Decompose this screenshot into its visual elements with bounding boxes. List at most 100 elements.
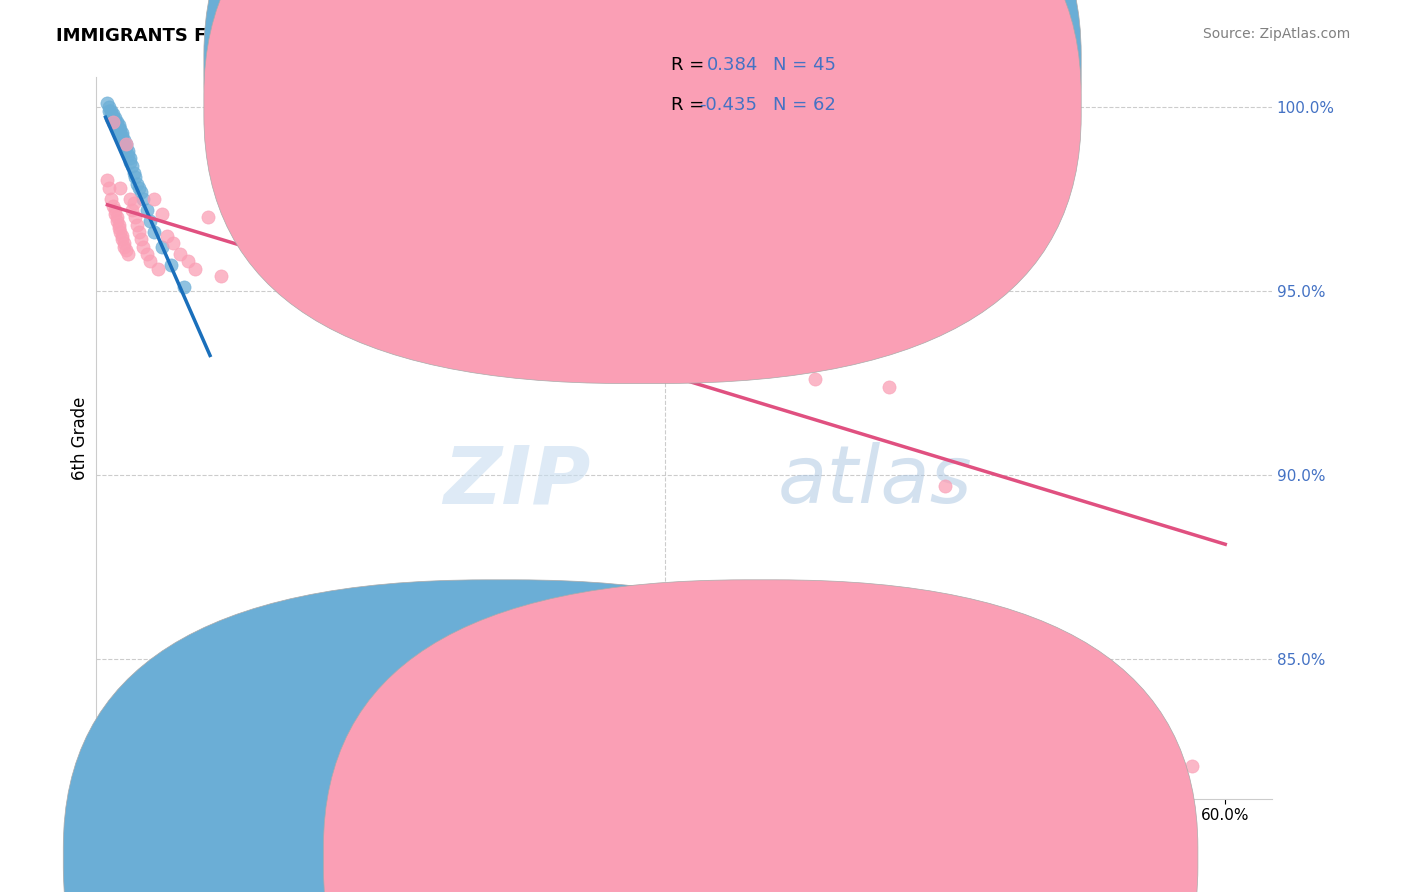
Point (127, 218, 149, 232)
Point (143, 192, 166, 206)
Point (101, 114, 124, 128)
Point (101, 107, 124, 121)
Point (803, 372, 825, 386)
Point (122, 195, 145, 210)
Point (184, 261, 207, 276)
Point (156, 228, 179, 243)
Point (112, 235, 135, 250)
Point (96, 96, 118, 111)
Text: N = 62: N = 62 (773, 96, 837, 114)
Point (117, 144, 139, 158)
Point (101, 199, 124, 213)
Point (111, 228, 134, 243)
Point (105, 118, 128, 132)
Point (112, 240, 135, 254)
Text: Ecuadorians: Ecuadorians (785, 847, 886, 865)
Point (98, 181, 121, 195)
Point (112, 133, 135, 147)
Point (118, 152, 141, 166)
Point (101, 111, 124, 125)
Point (337, 265, 360, 279)
Point (150, 206, 173, 220)
Point (98, 103, 121, 118)
Point (105, 122, 128, 136)
Point (118, 155, 141, 169)
Point (100, 111, 122, 125)
Point (160, 258, 183, 272)
Point (115, 244, 138, 258)
Point (115, 140, 138, 154)
Point (128, 225, 150, 239)
Point (710, 332, 733, 346)
Y-axis label: 6th Grade: 6th Grade (72, 396, 89, 480)
Point (107, 126, 129, 140)
Point (162, 235, 184, 250)
Point (654, 358, 676, 372)
Text: -0.435: -0.435 (699, 96, 756, 114)
Point (129, 232, 152, 246)
Point (486, 294, 509, 309)
Point (104, 114, 127, 128)
Text: atlas: atlas (778, 442, 973, 520)
Point (96, 173, 118, 187)
Point (104, 118, 127, 132)
Point (100, 107, 122, 121)
Point (112, 136, 135, 151)
Point (225, 221, 247, 235)
Point (115, 136, 138, 151)
Text: N = 45: N = 45 (773, 56, 837, 74)
Point (309, 181, 332, 195)
Point (263, 235, 285, 250)
Point (110, 129, 132, 144)
Point (117, 247, 139, 261)
Point (100, 192, 122, 206)
Point (728, 365, 751, 379)
Point (107, 122, 129, 136)
Point (146, 261, 169, 276)
Point (523, 302, 546, 317)
Point (101, 114, 124, 128)
Point (173, 280, 195, 294)
Point (135, 202, 157, 217)
Point (124, 169, 146, 184)
Point (132, 192, 155, 206)
Text: R =: R = (671, 96, 710, 114)
Point (104, 206, 127, 220)
Point (110, 181, 132, 195)
Point (209, 269, 232, 284)
Point (122, 166, 145, 180)
Point (107, 118, 129, 132)
Point (561, 310, 583, 324)
Point (1181, 758, 1204, 772)
Point (118, 192, 141, 206)
Text: ZIP: ZIP (443, 442, 591, 520)
Point (243, 228, 266, 243)
Point (121, 202, 143, 217)
Point (197, 211, 219, 225)
Point (111, 126, 134, 140)
Point (110, 126, 132, 140)
Point (107, 218, 129, 232)
Point (374, 273, 396, 287)
Text: 0.384: 0.384 (707, 56, 759, 74)
Point (150, 240, 173, 254)
Point (124, 211, 146, 225)
Text: R =: R = (671, 56, 710, 74)
Text: Immigrants from Dominica: Immigrants from Dominica (524, 847, 747, 865)
Point (105, 214, 128, 228)
Point (98, 100, 121, 114)
Point (115, 136, 138, 151)
Point (111, 232, 134, 246)
Point (127, 177, 149, 191)
Point (128, 181, 150, 195)
Point (934, 479, 956, 493)
Point (110, 729, 132, 743)
Point (110, 225, 132, 239)
Point (129, 185, 152, 199)
Point (607, 317, 630, 331)
Point (107, 221, 129, 235)
Text: IMMIGRANTS FROM DOMINICA VS ECUADORIAN 6TH GRADE CORRELATION CHART: IMMIGRANTS FROM DOMINICA VS ECUADORIAN 6… (56, 27, 879, 45)
Text: Source: ZipAtlas.com: Source: ZipAtlas.com (1202, 27, 1350, 41)
Point (281, 173, 304, 187)
Point (139, 214, 162, 228)
